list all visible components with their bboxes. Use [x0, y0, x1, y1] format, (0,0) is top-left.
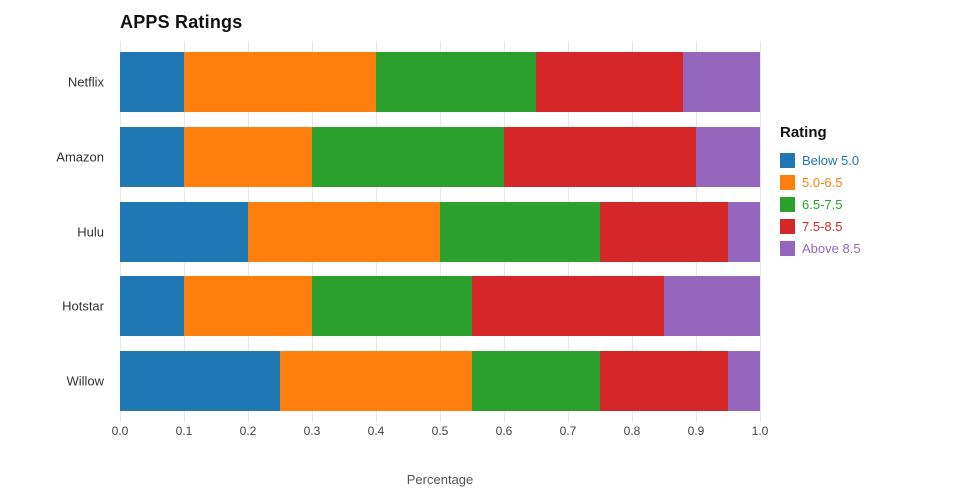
bar-segment — [280, 350, 472, 411]
bar-segment — [472, 350, 600, 411]
bar-segment — [696, 126, 760, 187]
y-axis: Netflix Amazon Hulu Hotstar Willow — [0, 0, 112, 500]
y-axis-label: Hotstar — [62, 298, 104, 314]
legend-swatch — [780, 152, 795, 168]
bar-segment — [120, 52, 184, 113]
bar-segment — [600, 350, 728, 411]
bar-segment — [728, 201, 760, 262]
legend-item: Below 5.0 — [780, 149, 950, 171]
legend-items: Below 5.0 5.0-6.5 6.5-7.5 7.5-8.5 Above 8.5 — [780, 149, 950, 259]
x-axis-tick-label: 0.3 — [303, 424, 321, 438]
x-axis-tick-label: 0.5 — [431, 424, 449, 438]
plot-area — [120, 41, 761, 422]
legend-swatch — [780, 196, 795, 212]
bar-segment — [312, 276, 472, 337]
gridline — [760, 41, 761, 422]
bar-segment — [536, 52, 684, 113]
bar-segment — [184, 52, 376, 113]
legend-swatch — [780, 240, 795, 256]
bar-segment — [120, 350, 280, 411]
bar-segment — [728, 350, 760, 411]
bar-row-hulu — [120, 201, 760, 262]
bar-segment — [440, 201, 600, 262]
legend-item: 6.5-7.5 — [780, 193, 950, 215]
bar-segment — [683, 52, 760, 113]
legend-label: 5.0-6.5 — [802, 174, 843, 190]
x-axis-tick-label: 0.8 — [623, 424, 641, 438]
bar-segment — [312, 126, 504, 187]
bar-segment — [120, 126, 184, 187]
x-axis-tick-label: 0.1 — [175, 424, 193, 438]
legend-item: 7.5-8.5 — [780, 215, 950, 237]
bar-segment — [120, 276, 184, 337]
bar-segment — [472, 276, 664, 337]
legend-label: 6.5-7.5 — [802, 196, 843, 212]
x-axis-tick-label: 1.0 — [751, 424, 769, 438]
legend-label: 7.5-8.5 — [802, 218, 843, 234]
y-axis-label: Willow — [66, 373, 104, 389]
bar-segment — [504, 126, 696, 187]
chart-title: APPS Ratings — [120, 12, 243, 32]
bar-segment — [184, 126, 312, 187]
legend-label: Above 8.5 — [802, 240, 861, 256]
y-axis-label: Hulu — [77, 224, 104, 239]
legend-title: Rating — [780, 124, 827, 141]
bar-segment — [664, 276, 760, 337]
bar-row-netflix — [120, 52, 760, 113]
x-axis-tick-label: 0.4 — [367, 424, 385, 438]
bar-row-hotstar — [120, 276, 760, 337]
x-axis-tick-label: 0.9 — [687, 424, 705, 438]
bar-segment — [184, 276, 312, 337]
x-axis-tick-label: 0.7 — [559, 424, 577, 438]
bar-row-amazon — [120, 126, 760, 187]
legend-item: Above 8.5 — [780, 237, 950, 259]
bar-segment — [248, 201, 440, 262]
bar-segment — [600, 201, 728, 262]
x-axis-title: Percentage — [406, 472, 474, 487]
bar-segment — [376, 52, 536, 113]
y-axis-label: Netflix — [67, 74, 104, 90]
x-axis-tick-label: 0.0 — [111, 424, 129, 438]
legend-item: 5.0-6.5 — [780, 171, 950, 193]
legend-swatch — [780, 174, 795, 190]
bar-segment — [120, 201, 248, 262]
legend: Rating Below 5.0 5.0-6.5 6.5-7.5 7.5-8.5 Abo… — [780, 124, 950, 259]
x-axis-tick-label: 0.6 — [495, 424, 513, 438]
y-axis-label: Amazon — [56, 149, 104, 165]
legend-swatch — [780, 218, 795, 234]
legend-label: Below 5.0 — [802, 152, 860, 168]
bar-row-willow — [120, 350, 760, 411]
x-axis-tick-label: 0.2 — [239, 424, 257, 438]
